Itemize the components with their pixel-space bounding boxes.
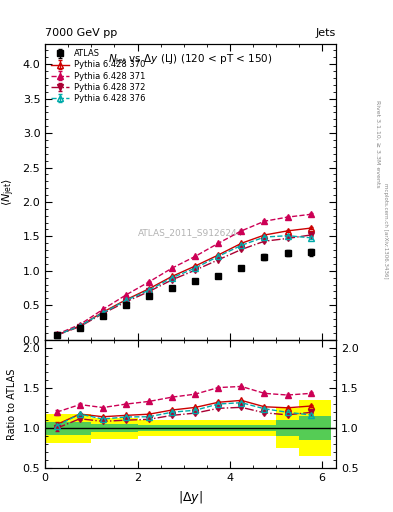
Y-axis label: Ratio to ATLAS: Ratio to ATLAS bbox=[7, 369, 17, 440]
Text: Rivet 3.1.10, ≥ 3.3M events: Rivet 3.1.10, ≥ 3.3M events bbox=[376, 99, 380, 187]
Text: mcplots.cern.ch [arXiv:1306.3436]: mcplots.cern.ch [arXiv:1306.3436] bbox=[383, 183, 387, 278]
Text: Jets: Jets bbox=[316, 28, 336, 38]
X-axis label: $|\Delta y|$: $|\Delta y|$ bbox=[178, 489, 203, 506]
Y-axis label: $\langle N_{\rm jet}\rangle$: $\langle N_{\rm jet}\rangle$ bbox=[1, 178, 17, 206]
Text: ATLAS_2011_S9126244: ATLAS_2011_S9126244 bbox=[138, 228, 243, 238]
Text: 7000 GeV pp: 7000 GeV pp bbox=[45, 28, 118, 38]
Legend: ATLAS, Pythia 6.428 370, Pythia 6.428 371, Pythia 6.428 372, Pythia 6.428 376: ATLAS, Pythia 6.428 370, Pythia 6.428 37… bbox=[50, 48, 147, 104]
Text: $N_{\rm jet}$ vs $\Delta y$ (LJ) (120 < pT < 150): $N_{\rm jet}$ vs $\Delta y$ (LJ) (120 < … bbox=[108, 52, 273, 67]
